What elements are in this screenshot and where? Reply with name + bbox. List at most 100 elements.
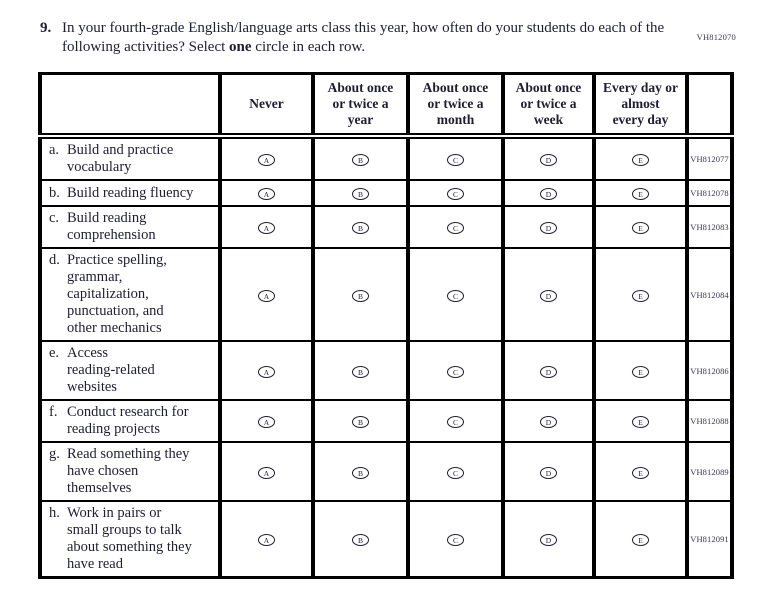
- column-header-once-twice-month: About once or twice a month: [406, 72, 505, 139]
- activity-label: Build reading comprehension: [67, 210, 156, 243]
- option-cell: B: [311, 399, 410, 443]
- answer-bubble-c[interactable]: C: [447, 534, 464, 546]
- option-cell: D: [501, 340, 596, 401]
- answer-bubble-b[interactable]: B: [352, 188, 369, 200]
- answer-bubble-e[interactable]: E: [632, 222, 649, 234]
- activity-label-cell: f. Conduct research for reading projects: [38, 399, 222, 443]
- row-letter: c.: [49, 210, 60, 226]
- activity-label-cell: d. Practice spelling, grammar, capitaliza…: [38, 247, 222, 342]
- answer-bubble-b[interactable]: B: [352, 222, 369, 234]
- table-row: b. Build reading fluency A B C D E VH812078: [38, 179, 734, 207]
- answer-bubble-c[interactable]: C: [447, 365, 464, 378]
- answer-bubble-c[interactable]: C: [447, 188, 464, 200]
- answer-bubble-c[interactable]: C: [447, 289, 464, 302]
- option-cell: D: [501, 399, 596, 443]
- option-cell: C: [406, 340, 505, 401]
- option-cell: B: [311, 135, 410, 181]
- option-cell: A: [218, 340, 315, 401]
- answer-bubble-b[interactable]: B: [352, 466, 369, 479]
- activity-label: Build and practice vocabulary: [67, 142, 174, 175]
- option-cell: A: [218, 399, 315, 443]
- answer-bubble-a[interactable]: A: [258, 222, 275, 234]
- answer-bubble-d[interactable]: D: [540, 154, 557, 166]
- row-letter: e.: [49, 345, 60, 361]
- activity-table-body: a. Build and practice vocabulary A B C D E VH81…: [38, 135, 734, 579]
- answer-bubble-e[interactable]: E: [632, 154, 649, 166]
- answer-bubble-e[interactable]: E: [632, 289, 649, 302]
- option-cell: E: [592, 247, 689, 342]
- option-cell: D: [501, 135, 596, 181]
- answer-bubble-c[interactable]: C: [447, 466, 464, 479]
- answer-bubble-e[interactable]: E: [632, 188, 649, 200]
- row-letter: d.: [49, 252, 60, 268]
- table-row: f. Conduct research for reading projects A…: [38, 399, 734, 443]
- answer-bubble-d[interactable]: D: [540, 188, 557, 200]
- item-code: VH812091: [685, 500, 734, 579]
- answer-bubble-a[interactable]: A: [258, 534, 275, 546]
- answer-bubble-e[interactable]: E: [632, 534, 649, 546]
- item-code: VH812086: [685, 340, 734, 401]
- activity-label: Practice spelling, grammar, capitalizati…: [67, 252, 167, 336]
- option-cell: D: [501, 179, 596, 207]
- option-cell: A: [218, 500, 315, 579]
- option-cell: C: [406, 399, 505, 443]
- option-cell: A: [218, 135, 315, 181]
- activity-label-cell: a. Build and practice vocabulary: [38, 135, 222, 181]
- answer-bubble-c[interactable]: C: [447, 416, 464, 428]
- question-text-part1: In your fourth-grade English/language ar…: [62, 20, 665, 55]
- table-row: a. Build and practice vocabulary A B C D E VH81…: [38, 135, 734, 181]
- question-block: 9. In your fourth-grade English/language…: [40, 19, 665, 57]
- question-text: In your fourth-grade English/language ar…: [62, 19, 665, 57]
- option-cell: D: [501, 205, 596, 249]
- question-number: 9.: [40, 20, 52, 36]
- option-cell: B: [311, 500, 410, 579]
- answer-bubble-a[interactable]: A: [258, 365, 275, 378]
- activity-frequency-table: Never About once or twice a year About o…: [38, 72, 734, 579]
- answer-bubble-d[interactable]: D: [540, 289, 557, 302]
- option-cell: C: [406, 135, 505, 181]
- item-code: VH812078: [685, 179, 734, 207]
- activity-label: Build reading fluency: [67, 184, 194, 201]
- table-row: h. Work in pairs or small groups to talk …: [38, 500, 734, 579]
- option-cell: A: [218, 247, 315, 342]
- option-cell: E: [592, 179, 689, 207]
- row-letter: f.: [49, 404, 58, 420]
- answer-bubble-d[interactable]: D: [540, 365, 557, 378]
- answer-bubble-e[interactable]: E: [632, 365, 649, 378]
- answer-bubble-b[interactable]: B: [352, 365, 369, 378]
- answer-bubble-d[interactable]: D: [540, 222, 557, 234]
- answer-bubble-a[interactable]: A: [258, 416, 275, 428]
- table-row: c. Build reading comprehension A B C D E VH8120…: [38, 205, 734, 249]
- answer-bubble-b[interactable]: B: [352, 416, 369, 428]
- option-cell: E: [592, 205, 689, 249]
- option-cell: E: [592, 135, 689, 181]
- answer-bubble-d[interactable]: D: [540, 466, 557, 479]
- option-cell: B: [311, 441, 410, 502]
- option-cell: B: [311, 340, 410, 401]
- activity-label: Access reading-related websites: [67, 345, 155, 395]
- answer-bubble-b[interactable]: B: [352, 154, 369, 166]
- answer-bubble-a[interactable]: A: [258, 466, 275, 479]
- form-code: VH812070: [696, 32, 736, 42]
- answer-bubble-d[interactable]: D: [540, 416, 557, 428]
- answer-bubble-a[interactable]: A: [258, 289, 275, 302]
- answer-bubble-b[interactable]: B: [352, 289, 369, 302]
- activity-label-cell: e. Access reading-related websites: [38, 340, 222, 401]
- answer-bubble-d[interactable]: D: [540, 534, 557, 546]
- answer-bubble-c[interactable]: C: [447, 154, 464, 166]
- item-code: VH812077: [685, 135, 734, 181]
- option-cell: E: [592, 399, 689, 443]
- option-cell: E: [592, 340, 689, 401]
- answer-bubble-a[interactable]: A: [258, 154, 275, 166]
- answer-bubble-b[interactable]: B: [352, 534, 369, 546]
- option-cell: C: [406, 441, 505, 502]
- option-cell: B: [311, 205, 410, 249]
- activity-label-cell: b. Build reading fluency: [38, 179, 222, 207]
- answer-bubble-c[interactable]: C: [447, 222, 464, 234]
- answer-bubble-e[interactable]: E: [632, 416, 649, 428]
- answer-bubble-a[interactable]: A: [258, 188, 275, 200]
- option-cell: C: [406, 205, 505, 249]
- column-header-once-twice-year: About once or twice a year: [311, 72, 410, 139]
- answer-bubble-e[interactable]: E: [632, 466, 649, 479]
- table-row: g. Read something they have chosen themse…: [38, 441, 734, 502]
